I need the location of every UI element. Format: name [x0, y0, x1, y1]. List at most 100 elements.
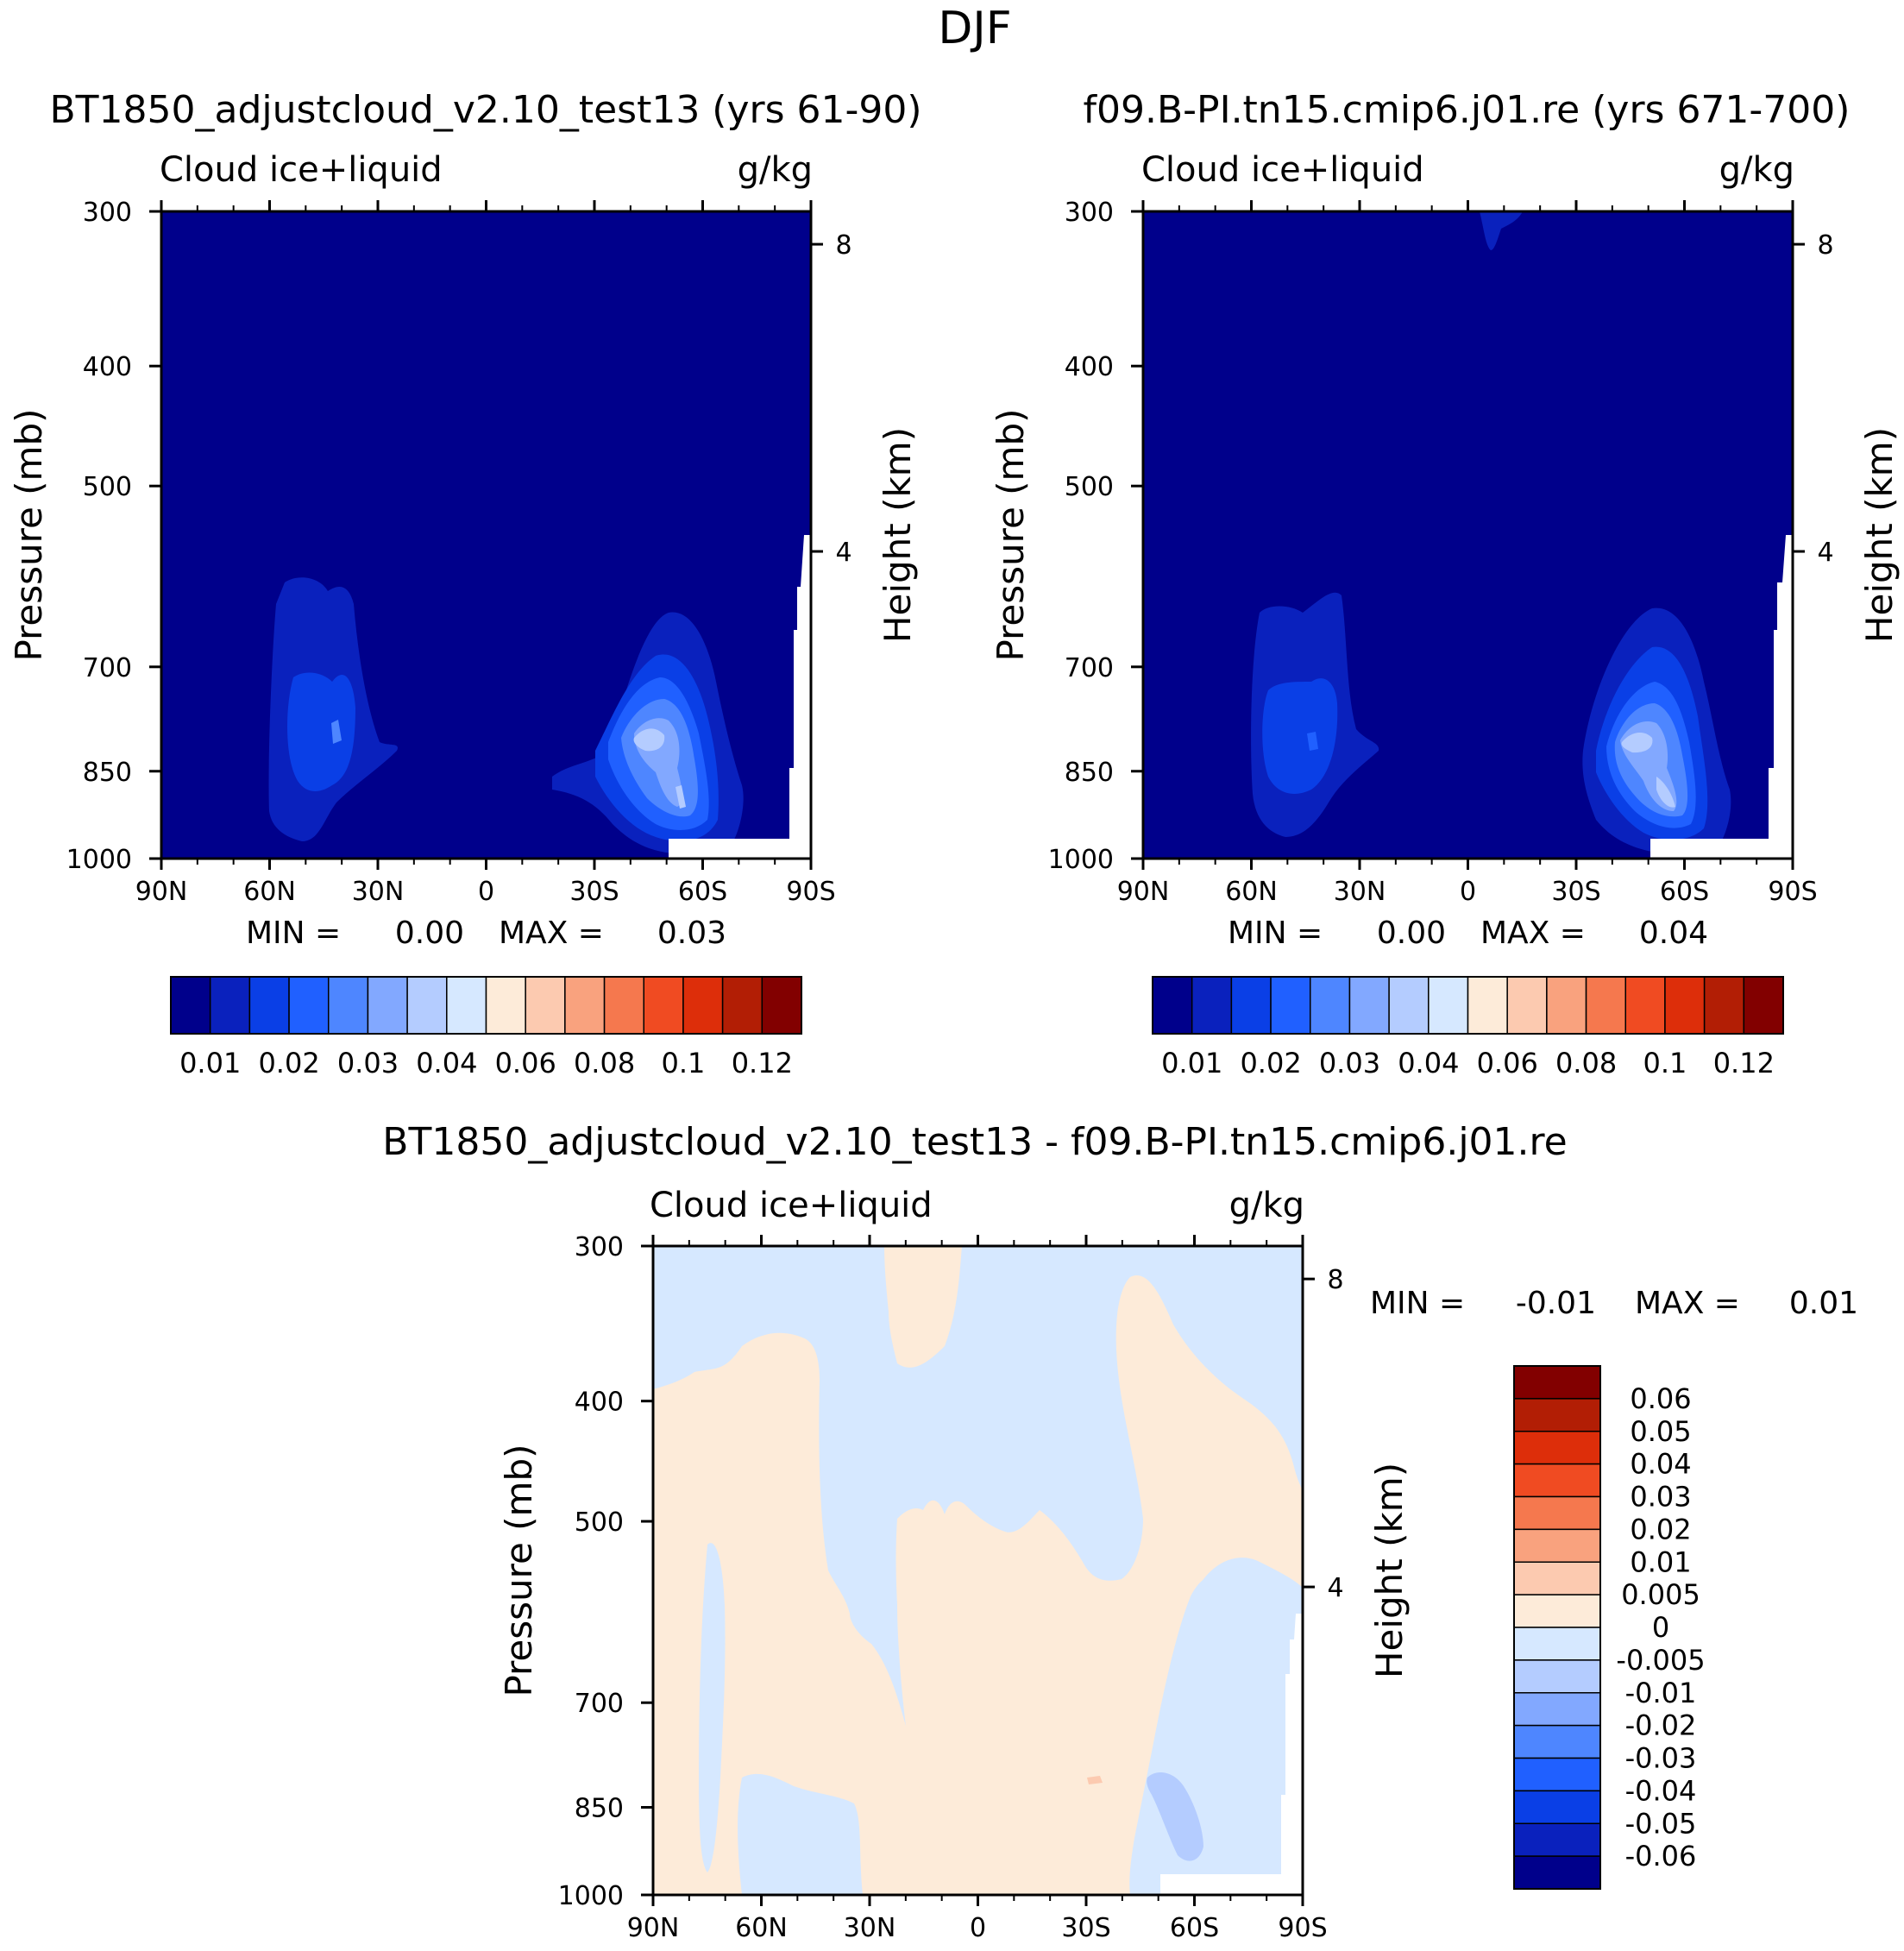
panel-diff-positive-east [895, 1275, 1303, 1895]
colorbar-label: 0.06 [495, 1047, 556, 1079]
x-tick-label: 60S [1660, 877, 1709, 907]
colorbar-swatch [1348, 976, 1390, 1035]
colorbar-swatch [1191, 976, 1233, 1035]
colorbar-swatch [1513, 1463, 1601, 1498]
y-tick-label: 400 [83, 352, 132, 382]
colorbar-swatch [1388, 976, 1430, 1035]
x-tick-label: 60S [1170, 1913, 1219, 1943]
panel-diff-negative-spot [699, 1543, 726, 1872]
panel-a-missing-data [669, 535, 811, 859]
y-tick-label: 300 [1065, 198, 1114, 228]
panel-a-max-label: MAX = [499, 916, 604, 951]
colorbar-swatch [564, 976, 606, 1035]
panel-diff-positive-center [884, 1246, 962, 1368]
colorbar-label: 0.03 [337, 1047, 399, 1079]
colorbar-label: 0.1 [1643, 1047, 1687, 1079]
colorbar-swatch [1152, 976, 1193, 1035]
panel-a-units: g/kg [738, 150, 813, 190]
colorbar-label: 0.02 [258, 1047, 319, 1079]
panel-model-b: f09.B-PI.tn15.cmip6.j01.re (yrs 671-700)… [990, 88, 1901, 1079]
height-tick-label: 8 [1327, 1265, 1343, 1295]
panel-a-min-value: 0.00 [395, 916, 464, 951]
panel-difference: BT1850_adjustcloud_v2.10_test13 - f09.B-… [382, 1120, 1858, 1943]
colorbar-swatch [1513, 1790, 1601, 1824]
panel-b-right-axis-label: Height (km) [1858, 427, 1901, 643]
colorbar-label: 0.005 [1621, 1578, 1700, 1611]
colorbar-frame [1513, 1365, 1601, 1890]
colorbar-label: -0.005 [1616, 1644, 1705, 1677]
colorbar-swatch [328, 976, 369, 1035]
colorbar-swatch [485, 976, 526, 1035]
panel-diff-negative-minimum [1147, 1772, 1203, 1861]
colorbar-swatch [1513, 1822, 1601, 1857]
height-tick-label: 4 [1327, 1573, 1343, 1603]
colorbar-swatch [248, 976, 290, 1035]
y-tick-label: 300 [575, 1232, 624, 1262]
panel-b-colorbar: 0.01 0.02 0.03 0.04 0.06 0.08 0.1 0.12 [1152, 976, 1784, 1079]
panel-b-units: g/kg [1719, 150, 1794, 190]
panel-a-right-axis-label: Height (km) [877, 427, 919, 643]
colorbar-label: 0.08 [574, 1047, 635, 1079]
x-tick-label: 30S [1551, 877, 1600, 907]
y-tick-label: 1000 [66, 845, 132, 875]
colorbar-swatch [1428, 976, 1469, 1035]
panel-diff-contour-field [653, 1246, 1303, 1895]
colorbar-label: 0.1 [661, 1047, 705, 1079]
panel-diff-min-value: -0.01 [1516, 1286, 1596, 1321]
x-tick-label: 0 [478, 877, 494, 907]
y-tick-label: 400 [1065, 352, 1114, 382]
colorbar-label: 0.04 [1630, 1448, 1691, 1481]
colorbar-swatch [446, 976, 487, 1035]
colorbar-label: 0.12 [732, 1047, 793, 1079]
panel-model-a: BT1850_adjustcloud_v2.10_test13 (yrs 61-… [8, 88, 922, 1079]
panel-b-nh-contour-2 [1262, 678, 1338, 794]
panel-b-max-label: MAX = [1480, 916, 1586, 951]
colorbar-swatch [682, 976, 724, 1035]
colorbar-swatch [209, 976, 251, 1035]
colorbar-label: 0.03 [1630, 1481, 1691, 1514]
x-tick-label: 90S [786, 877, 835, 907]
colorbar-swatch [1624, 976, 1666, 1035]
colorbar-swatch [643, 976, 684, 1035]
colorbar-swatch [721, 976, 763, 1035]
colorbar-swatch [170, 976, 211, 1035]
panel-b-upper-contour [1480, 211, 1523, 250]
colorbar-label: -0.01 [1625, 1677, 1697, 1709]
colorbar-label: 0.01 [1630, 1545, 1691, 1578]
panel-diff-units: g/kg [1229, 1186, 1304, 1225]
panel-a-min-label: MIN = [246, 916, 341, 951]
panel-b-nh-contour-3 [1307, 732, 1318, 751]
height-tick-label: 4 [835, 538, 851, 568]
colorbar-label: 0.06 [1630, 1382, 1691, 1415]
y-tick-label: 850 [83, 758, 132, 788]
panel-diff-max-label: MAX = [1635, 1286, 1740, 1321]
colorbar-label: 0.12 [1713, 1047, 1775, 1079]
x-tick-label: 0 [1460, 877, 1476, 907]
colorbar-swatch [1513, 1561, 1601, 1595]
x-tick-label: 30N [1334, 877, 1386, 907]
panel-diff-title: BT1850_adjustcloud_v2.10_test13 - f09.B-… [382, 1120, 1567, 1164]
colorbar-label: 0.05 [1630, 1415, 1691, 1448]
colorbar-swatch [1585, 976, 1626, 1035]
y-tick-label: 500 [83, 472, 132, 502]
panel-diff-y-axis-label: Pressure (mb) [498, 1444, 540, 1696]
y-tick-label: 700 [1065, 653, 1114, 683]
panel-diff-min-label: MIN = [1370, 1286, 1465, 1321]
colorbar-swatch [1513, 1528, 1601, 1563]
y-tick-label: 500 [575, 1507, 624, 1538]
colorbar-label: -0.03 [1625, 1742, 1697, 1775]
panel-b-y-axis-label: Pressure (mb) [990, 408, 1032, 661]
panel-b-min-value: 0.00 [1377, 916, 1446, 951]
colorbar-swatch [1513, 1692, 1601, 1727]
colorbar-label: -0.02 [1625, 1709, 1697, 1742]
colorbar-swatch [525, 976, 566, 1035]
colorbar-label: 0.04 [416, 1047, 477, 1079]
panel-a-y-axis-label: Pressure (mb) [8, 408, 50, 661]
x-tick-label: 90N [1117, 877, 1170, 907]
colorbar-label: 0.01 [179, 1047, 241, 1079]
panel-diff-max-value: 0.01 [1789, 1286, 1858, 1321]
colorbar-swatch [1513, 1757, 1601, 1792]
panel-diff-right-axis-label: Height (km) [1368, 1463, 1411, 1678]
colorbar-label: 0.02 [1630, 1513, 1691, 1545]
